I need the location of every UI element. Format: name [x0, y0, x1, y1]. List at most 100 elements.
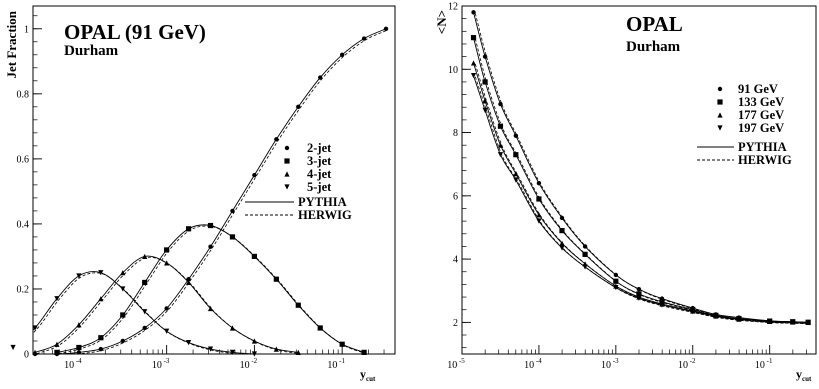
data-point	[736, 316, 742, 322]
data-point	[482, 107, 488, 113]
legend-label: 3-jet	[307, 154, 332, 168]
pythia-curve	[473, 75, 809, 323]
data-point	[142, 279, 148, 286]
chart-subtitle: Durham	[64, 43, 119, 59]
data-point	[186, 276, 191, 282]
chart-title: OPAL (91 GeV)	[64, 20, 206, 44]
y-tick-label: 1	[24, 24, 29, 35]
x-tick-label: 10 -1	[327, 357, 345, 371]
data-point	[636, 291, 642, 297]
data-point	[273, 276, 279, 282]
data-point	[54, 296, 60, 302]
data-point	[252, 172, 257, 178]
data-point	[98, 346, 104, 352]
data-point	[470, 35, 477, 41]
y-tick-label: 12	[448, 2, 458, 13]
data-point	[513, 177, 519, 183]
data-point	[185, 279, 192, 286]
x-tick-label: 10 -3	[601, 357, 619, 371]
data-point	[513, 133, 519, 138]
y-tick-label: 0	[24, 350, 29, 361]
x-axis-label: ycut	[360, 367, 376, 383]
pythia-curve	[473, 37, 809, 323]
legend-label: 2-jet	[307, 141, 332, 155]
data-point-layer	[470, 10, 811, 325]
data-point	[164, 328, 170, 334]
data-point	[295, 349, 301, 355]
data-point	[76, 350, 82, 355]
data-point	[185, 226, 192, 232]
herwig-curve	[36, 256, 301, 354]
data-point	[54, 349, 60, 355]
data-point	[713, 313, 719, 319]
chart-title: OPAL	[626, 12, 683, 36]
legend-label: 133 GeV	[738, 95, 784, 109]
x-axis-label: ycut	[796, 367, 812, 383]
data-point	[185, 340, 192, 346]
y-tick-label: 4	[453, 255, 458, 266]
data-point	[207, 305, 214, 312]
data-point	[613, 284, 619, 291]
data-point	[76, 322, 82, 328]
y-axis-label: <N>	[434, 10, 449, 34]
data-point	[318, 75, 323, 80]
legend-label: 5-jet	[307, 180, 332, 194]
data-point	[273, 346, 279, 352]
data-point	[76, 273, 82, 279]
data-point	[98, 335, 104, 341]
x-tick-label: 10 -4	[524, 357, 542, 371]
y-tick-label: 2	[453, 318, 458, 329]
data-point	[690, 309, 696, 315]
data-point	[559, 215, 565, 221]
data-point	[164, 306, 169, 311]
herwig-curve	[474, 13, 810, 324]
data-point	[582, 251, 588, 257]
y-tick-label: 0.4	[17, 219, 30, 230]
data-point	[383, 26, 389, 31]
y-tick-label: 10	[448, 65, 458, 76]
data-point	[32, 325, 38, 331]
data-point	[559, 245, 565, 251]
legend-label: 177 GeV	[738, 108, 784, 122]
herwig-curve	[33, 272, 244, 354]
legend-label: 91 GeV	[738, 82, 778, 96]
x-tick-label: 10 -3	[152, 357, 170, 371]
legend-marker	[717, 99, 723, 105]
data-point	[559, 240, 565, 246]
x-tick-label: 10 -1	[755, 357, 773, 371]
tick-layer: 10 -5 10 -4 10 -3 10 -2 10 -1 2 4 6 8 10 12	[447, 2, 817, 371]
data-point	[120, 312, 126, 318]
legend-label: 4-jet	[307, 167, 332, 181]
data-point	[361, 349, 367, 355]
data-point	[10, 344, 16, 351]
data-point	[207, 222, 214, 229]
data-point	[142, 253, 148, 260]
data-point	[251, 253, 258, 260]
data-point	[513, 152, 519, 158]
chart-subtitle: Durham	[626, 39, 681, 55]
legend-label: HERWIG	[298, 208, 352, 222]
data-point	[582, 264, 588, 270]
pythia-curve	[473, 12, 809, 323]
data-point	[636, 286, 642, 292]
legend-marker	[717, 125, 723, 131]
data-point	[207, 346, 214, 352]
data-point	[296, 104, 301, 110]
data-point	[120, 286, 126, 292]
herwig-curve	[474, 76, 810, 324]
data-point	[582, 244, 588, 249]
data-point	[339, 52, 345, 57]
data-point	[659, 302, 665, 308]
x-tick-label: 10 -2	[240, 357, 258, 371]
data-point	[536, 212, 542, 218]
herwig-curve	[474, 38, 810, 324]
data-point	[229, 349, 236, 355]
data-point	[76, 344, 82, 351]
multiplicity-panel: OPAL Durham <N> ycut 10 -5 10 -4 10 -3 10 -…	[434, 2, 817, 383]
data-point	[32, 349, 38, 355]
y-tick-label: 6	[453, 191, 458, 202]
data-point	[164, 247, 170, 253]
jet-fraction-panel: OPAL (91 GeV) Durham Jet Fraction ycut 1…	[4, 5, 396, 383]
data-point	[142, 325, 147, 331]
data-point	[482, 98, 488, 104]
